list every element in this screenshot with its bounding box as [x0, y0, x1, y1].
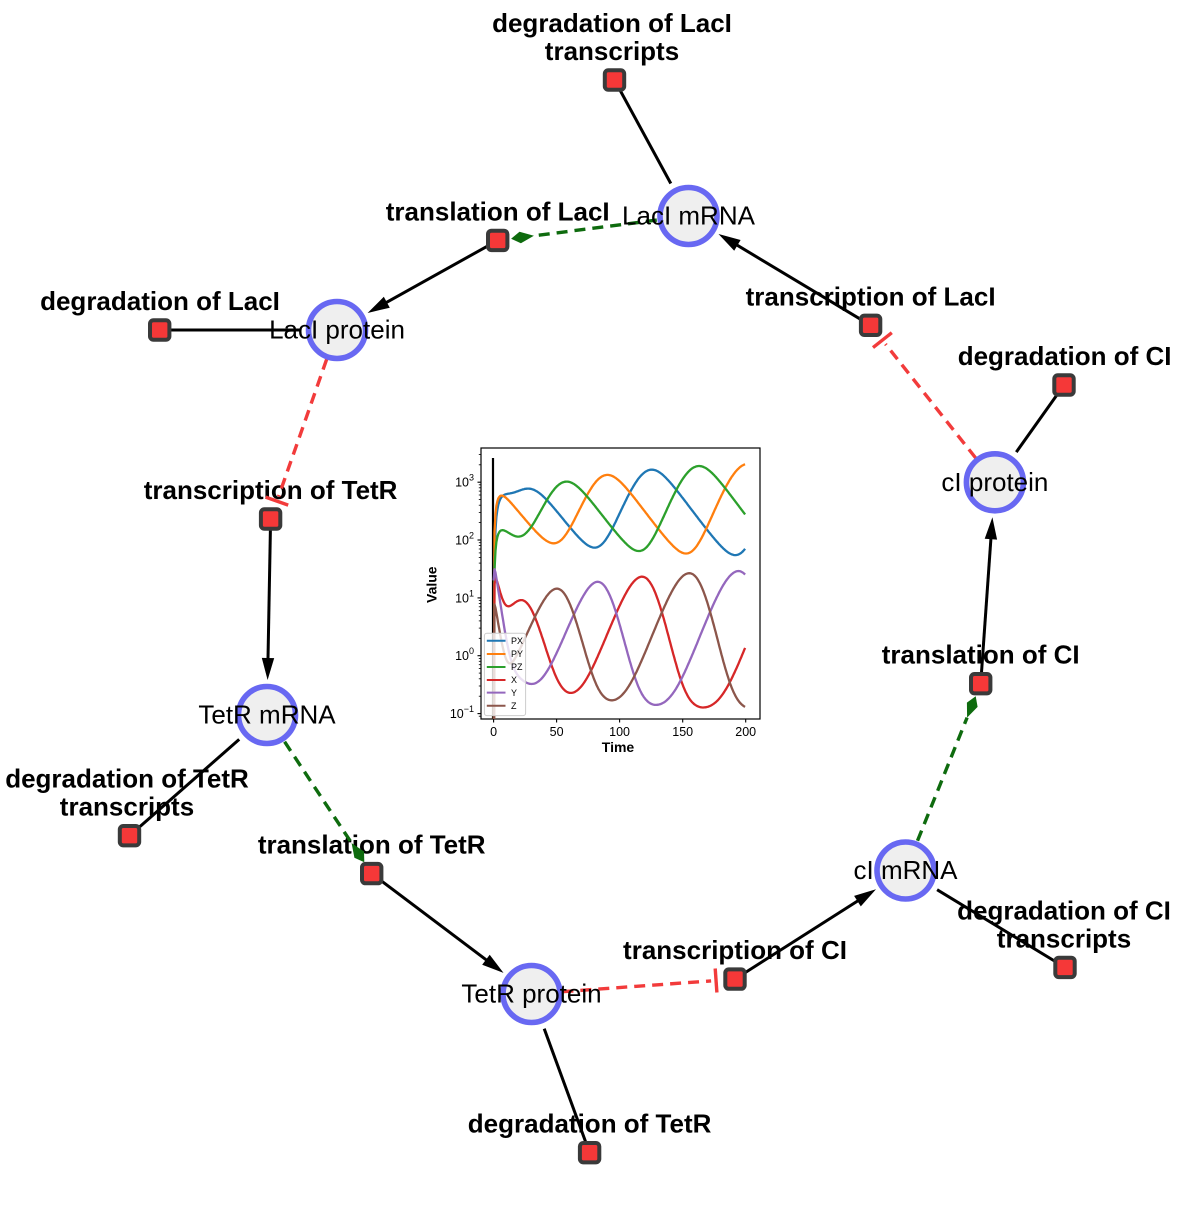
svg-text:Time: Time — [602, 739, 635, 755]
svg-text:transcription of CI: transcription of CI — [623, 935, 847, 965]
svg-text:cI protein: cI protein — [941, 467, 1048, 497]
svg-text:translation of TetR: translation of TetR — [258, 830, 486, 860]
svg-text:PX: PX — [511, 636, 523, 646]
svg-text:LacI protein: LacI protein — [269, 315, 405, 345]
svg-text:0: 0 — [490, 725, 497, 739]
svg-text:LacI mRNA: LacI mRNA — [622, 201, 756, 231]
svg-text:degradation of CI: degradation of CI — [957, 895, 1171, 925]
svg-text:Y: Y — [511, 688, 517, 698]
svg-text:degradation of LacI: degradation of LacI — [492, 8, 732, 38]
svg-text:PZ: PZ — [511, 662, 523, 672]
svg-text:50: 50 — [550, 725, 564, 739]
svg-text:PY: PY — [511, 649, 523, 659]
svg-text:degradation of CI: degradation of CI — [958, 341, 1172, 371]
svg-text:cI mRNA: cI mRNA — [854, 855, 959, 885]
svg-text:Value: Value — [423, 566, 439, 603]
svg-text:200: 200 — [735, 725, 756, 739]
svg-text:TetR mRNA: TetR mRNA — [198, 700, 336, 730]
svg-text:X: X — [511, 675, 517, 685]
svg-text:translation of LacI: translation of LacI — [386, 196, 610, 226]
svg-text:transcripts: transcripts — [545, 36, 679, 66]
svg-text:TetR protein: TetR protein — [461, 979, 601, 1009]
svg-text:degradation of LacI: degradation of LacI — [40, 286, 280, 316]
svg-text:Z: Z — [511, 701, 517, 711]
svg-text:150: 150 — [672, 725, 693, 739]
svg-text:transcription of LacI: transcription of LacI — [746, 281, 996, 311]
svg-text:degradation of TetR: degradation of TetR — [468, 1109, 712, 1139]
svg-text:degradation of TetR: degradation of TetR — [5, 764, 249, 794]
svg-text:100: 100 — [609, 725, 630, 739]
